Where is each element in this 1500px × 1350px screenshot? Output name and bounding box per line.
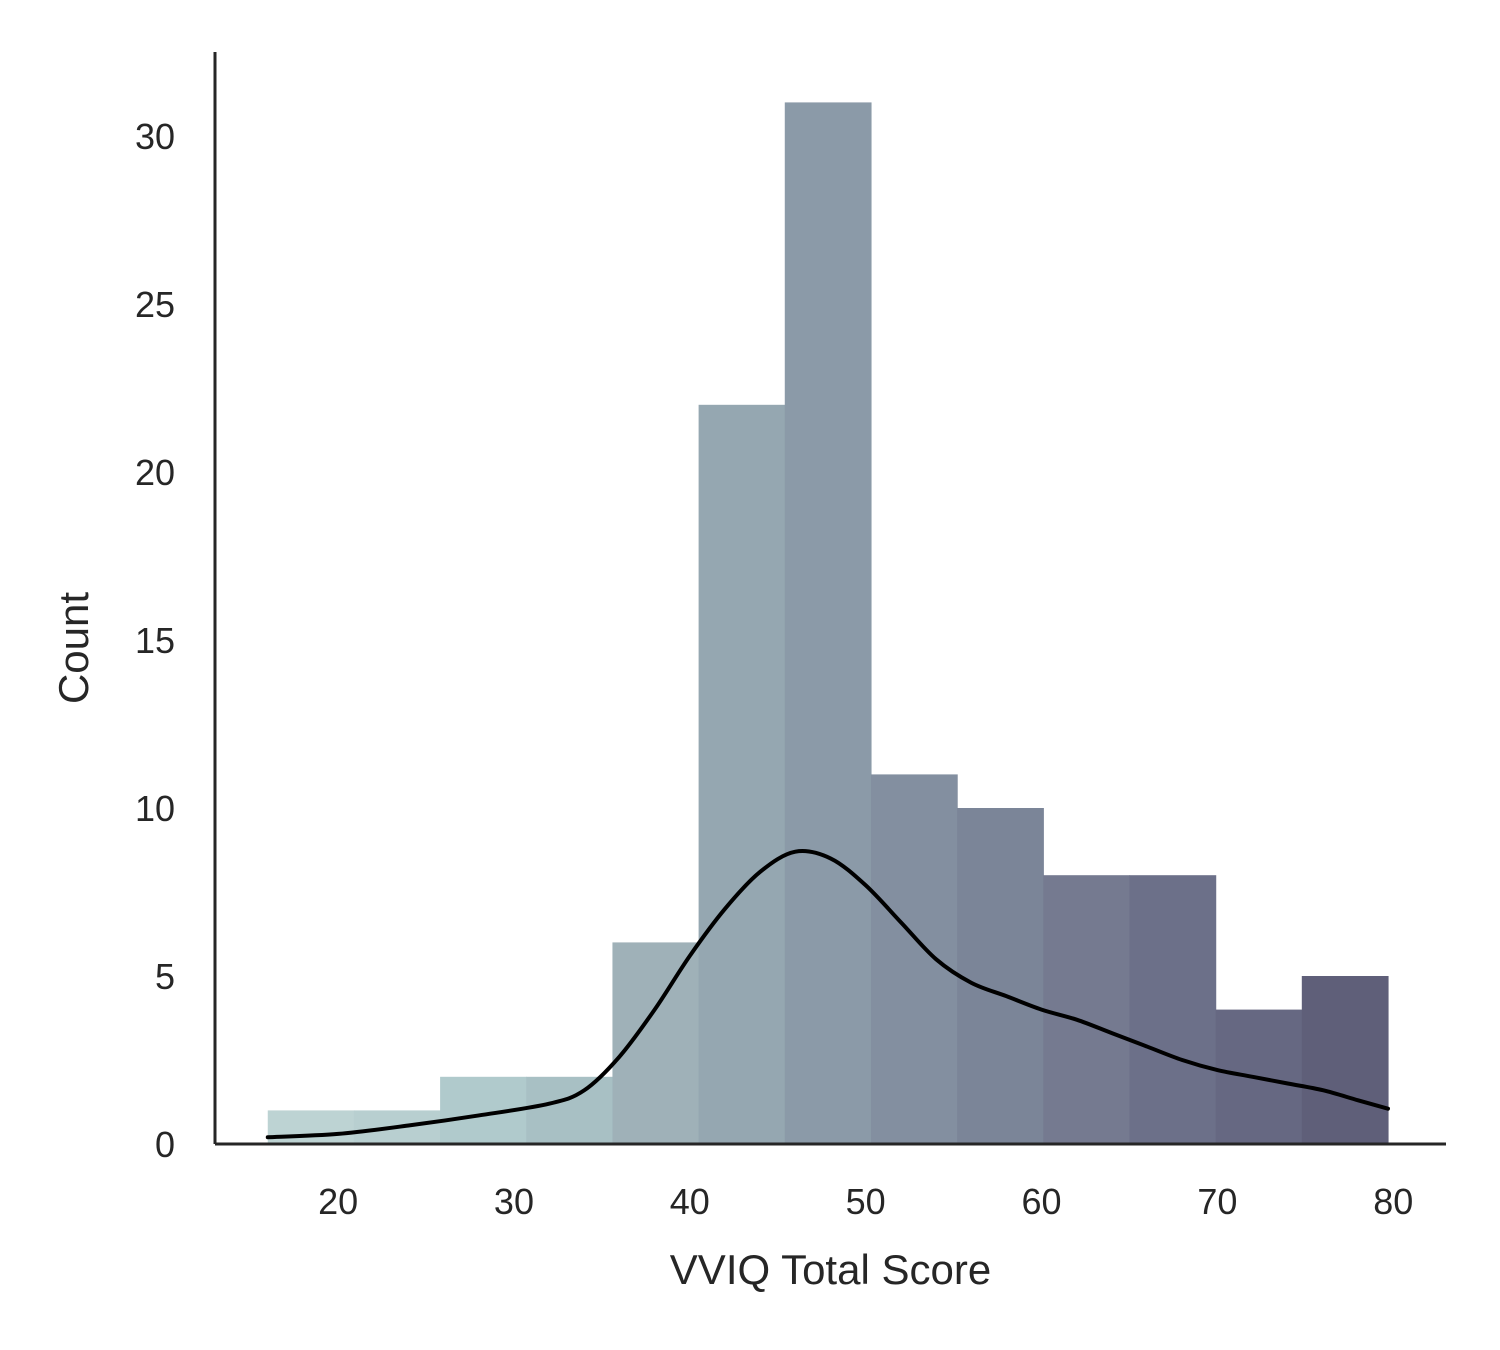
histogram-bar-10 xyxy=(1043,875,1131,1144)
x-tick-label: 70 xyxy=(1197,1181,1237,1222)
histogram-bar-5 xyxy=(612,942,700,1144)
histogram-bar-9 xyxy=(957,808,1044,1144)
kde-curve xyxy=(265,848,1390,1140)
x-tick-labels: 20 30 40 50 60 70 80 xyxy=(318,1181,1413,1222)
histogram-bar-7 xyxy=(784,102,872,1144)
y-tick-label: 10 xyxy=(135,788,175,829)
y-axis-label: Count xyxy=(50,592,97,704)
histogram-bar-4 xyxy=(526,1076,614,1144)
histogram-bar-11 xyxy=(1129,875,1217,1144)
y-tick-label: 20 xyxy=(135,452,175,493)
x-axis-label: VVIQ Total Score xyxy=(670,1246,991,1293)
x-tick-label: 40 xyxy=(670,1181,710,1222)
y-tick-label: 25 xyxy=(135,284,175,325)
histogram-bar-1 xyxy=(267,1110,355,1144)
x-tick-label: 60 xyxy=(1022,1181,1062,1222)
y-tick-label: 5 xyxy=(155,956,175,997)
histogram-bar-6 xyxy=(698,404,786,1144)
histogram-bar-13 xyxy=(1301,976,1389,1144)
y-tick-label: 0 xyxy=(155,1124,175,1165)
x-tick-label: 50 xyxy=(846,1181,886,1222)
histogram-bars xyxy=(267,102,1389,1144)
y-tick-label: 30 xyxy=(135,116,175,157)
x-tick-label: 80 xyxy=(1373,1181,1413,1222)
y-tick-labels: 0 5 10 15 20 25 30 xyxy=(135,116,175,1165)
histogram-bar-8 xyxy=(870,774,958,1144)
x-tick-label: 30 xyxy=(494,1181,534,1222)
x-tick-label: 20 xyxy=(318,1181,358,1222)
y-tick-label: 15 xyxy=(135,620,175,661)
